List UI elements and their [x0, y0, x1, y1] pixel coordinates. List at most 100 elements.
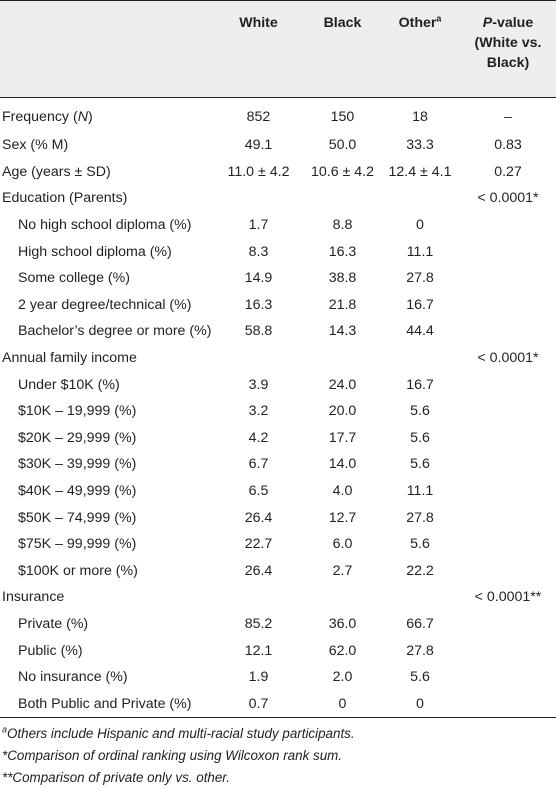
header-label-cell — [0, 0, 212, 98]
cell-white: 58.8 — [244, 323, 273, 340]
cell-white: 49.1 — [244, 137, 273, 154]
footnote-double-star: **Comparison of private only vs. other. — [2, 770, 230, 786]
cell-black — [305, 185, 380, 212]
table-row: Bachelor’s degree or more (%) 58.8 14.3 44.… — [0, 318, 556, 345]
cell-white: 6.7 — [248, 456, 269, 473]
cell-p — [460, 292, 556, 319]
cell-p: < 0.0001* — [477, 190, 539, 207]
row-label: No insurance (%) — [18, 669, 128, 686]
cell-p — [460, 425, 556, 452]
cell-p: – — [504, 109, 512, 125]
row-label: $50K – 74,999 (%) — [18, 509, 137, 526]
cell-black: 14.0 — [328, 456, 357, 473]
cell-p — [460, 637, 556, 664]
row-label: $40K – 49,999 (%) — [18, 483, 137, 500]
row-label: Age (years ± SD) — [2, 163, 111, 180]
cell-black: 150 — [330, 109, 355, 125]
table-row: High school diploma (%) 8.3 16.3 11.1 — [0, 238, 556, 265]
cell-white: 1.9 — [248, 669, 269, 686]
cell-black: 2.0 — [332, 669, 353, 686]
cell-white — [212, 185, 305, 212]
cell-white: 3.2 — [248, 403, 269, 420]
cell-black: 38.8 — [328, 270, 357, 287]
row-label: $30K – 39,999 (%) — [18, 456, 137, 473]
cell-p — [460, 265, 556, 292]
table-row: Both Public and Private (%) 0.7 0 0 — [0, 690, 556, 719]
cell-black: 50.0 — [328, 137, 357, 154]
cell-white: 0.7 — [212, 690, 305, 719]
cell-other: 44.4 — [406, 323, 434, 340]
footnotes: aOthers include Hispanic and multi-racia… — [0, 718, 556, 789]
cell-p — [460, 690, 556, 719]
cell-black: 16.3 — [328, 243, 357, 260]
cell-other — [380, 185, 460, 212]
cell-p — [460, 664, 556, 691]
cell-p — [460, 371, 556, 398]
row-label: Sex (% M) — [2, 137, 69, 154]
cell-white — [212, 345, 305, 372]
cell-p — [460, 611, 556, 638]
row-label: Frequency (N) — [2, 109, 93, 125]
cell-other: 11.1 — [406, 483, 434, 500]
cell-white: 852 — [246, 109, 271, 125]
table-row: No insurance (%) 1.9 2.0 5.6 — [0, 664, 556, 691]
cell-p — [460, 558, 556, 585]
cell-p: < 0.0001* — [477, 350, 539, 367]
table-row: $50K – 74,999 (%) 26.4 12.7 27.8 — [0, 504, 556, 531]
cell-other — [380, 345, 460, 372]
cell-other — [380, 584, 460, 611]
table-row: Sex (% M) 49.1 50.0 33.3 0.83 — [0, 132, 556, 159]
cell-p: 0.83 — [494, 137, 522, 154]
table-row: Education (Parents) < 0.0001* — [0, 185, 556, 212]
cell-white: 12.1 — [244, 642, 273, 659]
header-black: Black — [305, 0, 380, 98]
table-row: 2 year degree/technical (%) 16.3 21.8 16.7 — [0, 292, 556, 319]
table-row: Some college (%) 14.9 38.8 27.8 — [0, 265, 556, 292]
table-row: $100K or more (%) 26.4 2.7 22.2 — [0, 558, 556, 585]
cell-white: 26.4 — [244, 562, 273, 579]
cell-white: 14.9 — [244, 270, 273, 287]
table-header-row: White Black Othera P-value (White vs. Bl… — [0, 0, 556, 98]
row-label: 2 year degree/technical (%) — [18, 296, 192, 313]
cell-other: 5.6 — [410, 456, 430, 473]
cell-other: 5.6 — [410, 429, 430, 446]
cell-other: 5.6 — [410, 403, 430, 420]
footnote-a-sup: a — [2, 724, 8, 735]
table-row: Private (%) 85.2 36.0 66.7 — [0, 611, 556, 638]
header-pvalue-p: P — [482, 15, 493, 31]
table-row: Public (%) 12.1 62.0 27.8 — [0, 637, 556, 664]
cell-other: 27.8 — [406, 509, 434, 526]
footnote-star: *Comparison of ordinal ranking using Wil… — [2, 748, 343, 764]
cell-other: 12.4 ± 4.1 — [388, 163, 452, 180]
table-row: $20K – 29,999 (%) 4.2 17.7 5.6 — [0, 425, 556, 452]
cell-other: 5.6 — [410, 669, 430, 686]
cell-black — [305, 345, 380, 372]
cell-other: 33.3 — [406, 137, 434, 154]
cell-black: 6.0 — [332, 536, 353, 553]
cell-white: 22.7 — [244, 536, 273, 553]
cell-black: 0 — [305, 690, 380, 719]
cell-black: 62.0 — [328, 642, 357, 659]
table-row: Under $10K (%) 3.9 24.0 16.7 — [0, 371, 556, 398]
cell-p — [460, 451, 556, 478]
row-label: $10K – 19,999 (%) — [18, 403, 137, 420]
cell-black: 14.3 — [328, 323, 357, 340]
row-label: Some college (%) — [18, 270, 130, 287]
table-body: Frequency (N) 852 150 18 – Sex (% M) 49.1 50.0 3… — [0, 98, 556, 719]
cell-black: 17.7 — [328, 429, 357, 446]
cell-black: 24.0 — [328, 376, 357, 393]
cell-black: 12.7 — [328, 509, 357, 526]
cell-other: 16.7 — [406, 376, 434, 393]
cell-black: 2.7 — [332, 562, 353, 579]
row-label: Public (%) — [18, 642, 83, 659]
cell-white: 26.4 — [244, 509, 273, 526]
row-label: No high school diploma (%) — [18, 217, 192, 234]
cell-p — [460, 238, 556, 265]
table-row: $40K – 49,999 (%) 6.5 4.0 11.1 — [0, 478, 556, 505]
cell-p — [460, 504, 556, 531]
row-label: Private (%) — [18, 615, 89, 632]
row-label: $100K or more (%) — [18, 562, 138, 579]
cell-white: 3.9 — [248, 376, 269, 393]
cell-p: 0.27 — [494, 163, 522, 180]
cell-black: 21.8 — [328, 296, 357, 313]
